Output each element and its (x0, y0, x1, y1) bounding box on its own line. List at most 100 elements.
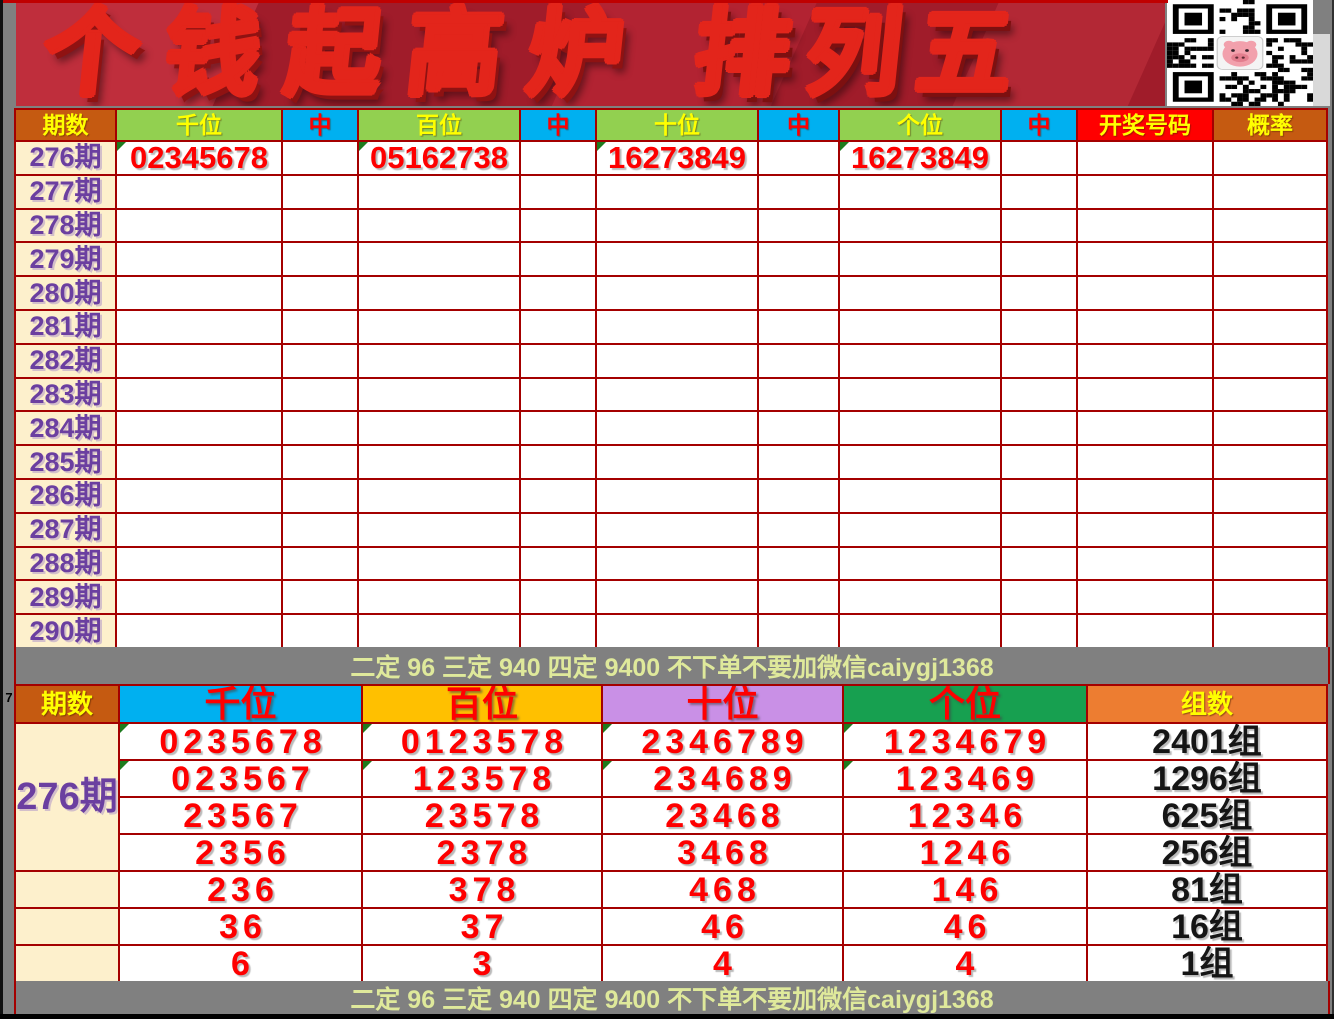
t1-thousands-cell[interactable] (115, 511, 283, 548)
t1-hit-hundreds-cell[interactable] (519, 308, 597, 345)
t1-hundreds-cell[interactable] (357, 376, 521, 413)
t1-draw-number-cell[interactable] (1076, 613, 1214, 649)
t1-hit-hundreds-cell[interactable] (519, 579, 597, 616)
t1-units-cell[interactable] (838, 173, 1002, 210)
t1-header-tens[interactable]: 十位 (595, 108, 759, 142)
t1-header-thousands[interactable]: 千位 (115, 108, 283, 142)
t1-hit-thousands-cell[interactable] (281, 275, 359, 311)
t1-probability-cell[interactable] (1212, 173, 1328, 210)
t1-thousands-cell[interactable] (115, 410, 283, 447)
t1-hit-thousands-cell[interactable] (281, 579, 359, 616)
t1-hit-tens-cell[interactable] (757, 308, 840, 345)
t1-period-cell[interactable]: 290期 (14, 613, 117, 649)
t1-draw-number-cell[interactable] (1076, 275, 1214, 311)
t2-period-cell[interactable] (14, 907, 120, 946)
t1-tens-cell[interactable] (595, 173, 759, 210)
t1-draw-number-cell[interactable] (1076, 511, 1214, 548)
t1-tens-cell[interactable] (595, 511, 759, 548)
t1-hit-tens-cell[interactable] (757, 207, 840, 244)
t1-tens-cell[interactable] (595, 477, 759, 514)
t2-hundreds-cell[interactable]: 123578 (361, 759, 603, 798)
t1-thousands-cell[interactable] (115, 444, 283, 480)
t1-tens-cell[interactable] (595, 410, 759, 447)
t1-hit-hundreds-cell[interactable] (519, 376, 597, 413)
t1-header-period[interactable]: 期数 (14, 108, 117, 142)
t1-draw-number-cell[interactable] (1076, 342, 1214, 379)
t1-hit-thousands-cell[interactable] (281, 410, 359, 447)
t2-units-cell[interactable]: 1234679 (842, 722, 1088, 761)
t1-probability-cell[interactable] (1212, 545, 1328, 582)
t2-hundreds-cell[interactable]: 37 (361, 907, 603, 946)
t1-hit-thousands-cell[interactable] (281, 173, 359, 210)
t1-units-cell[interactable] (838, 444, 1002, 480)
t1-hit-tens-cell[interactable] (757, 477, 840, 514)
t1-hundreds-cell[interactable] (357, 511, 521, 548)
t1-units-cell[interactable] (838, 477, 1002, 514)
t1-hit-tens-cell[interactable] (757, 613, 840, 649)
t1-hit-thousands-cell[interactable] (281, 342, 359, 379)
t1-hit-units-cell[interactable] (1000, 511, 1078, 548)
t1-hit-units-cell[interactable] (1000, 140, 1078, 176)
t1-hit-tens-cell[interactable] (757, 173, 840, 210)
t1-hit-tens-cell[interactable] (757, 410, 840, 447)
t1-period-cell[interactable]: 286期 (14, 477, 117, 514)
t1-hit-tens-cell[interactable] (757, 140, 840, 176)
t1-hit-units-cell[interactable] (1000, 410, 1078, 447)
t1-hit-tens-cell[interactable] (757, 241, 840, 278)
t1-hit-hundreds-cell[interactable] (519, 545, 597, 582)
t1-thousands-cell[interactable] (115, 579, 283, 616)
t2-tens-cell[interactable]: 4 (601, 944, 844, 983)
t2-tens-cell[interactable]: 234689 (601, 759, 844, 798)
t1-hit-units-cell[interactable] (1000, 376, 1078, 413)
t1-hit-thousands-cell[interactable] (281, 545, 359, 582)
t1-units-cell[interactable] (838, 511, 1002, 548)
t1-hit-units-cell[interactable] (1000, 444, 1078, 480)
t1-draw-number-cell[interactable] (1076, 444, 1214, 480)
t1-draw-number-cell[interactable] (1076, 173, 1214, 210)
t1-units-cell[interactable] (838, 579, 1002, 616)
t1-tens-cell[interactable] (595, 308, 759, 345)
t1-units-cell[interactable] (838, 207, 1002, 244)
t1-hundreds-cell[interactable] (357, 308, 521, 345)
t1-header-probability[interactable]: 概率 (1212, 108, 1328, 142)
t1-period-cell[interactable]: 278期 (14, 207, 117, 244)
t1-hundreds-cell[interactable] (357, 342, 521, 379)
t1-probability-cell[interactable] (1212, 342, 1328, 379)
t2-tens-cell[interactable]: 3468 (601, 833, 844, 872)
t2-units-cell[interactable]: 46 (842, 907, 1088, 946)
t2-hundreds-cell[interactable]: 3 (361, 944, 603, 983)
t1-period-cell[interactable]: 276期 (14, 140, 117, 176)
t1-hit-units-cell[interactable] (1000, 173, 1078, 210)
t1-hundreds-cell[interactable] (357, 410, 521, 447)
t1-header-hit-tens[interactable]: 中 (757, 108, 840, 142)
t1-hundreds-cell[interactable] (357, 579, 521, 616)
t2-units-cell[interactable]: 4 (842, 944, 1088, 983)
t1-hit-units-cell[interactable] (1000, 613, 1078, 649)
t1-draw-number-cell[interactable] (1076, 308, 1214, 345)
t1-period-cell[interactable]: 281期 (14, 308, 117, 345)
t2-thousands-cell[interactable]: 36 (118, 907, 363, 946)
t1-hit-units-cell[interactable] (1000, 545, 1078, 582)
t2-header-group-count[interactable]: 组数 (1086, 684, 1328, 724)
t2-group-count-cell[interactable]: 256组 (1086, 833, 1328, 872)
t2-header-thousands[interactable]: 千位 (118, 684, 363, 724)
t1-hit-units-cell[interactable] (1000, 207, 1078, 244)
t1-period-cell[interactable]: 280期 (14, 275, 117, 311)
t1-hit-hundreds-cell[interactable] (519, 444, 597, 480)
t1-units-cell[interactable] (838, 308, 1002, 345)
t1-probability-cell[interactable] (1212, 376, 1328, 413)
t1-hit-thousands-cell[interactable] (281, 308, 359, 345)
t1-draw-number-cell[interactable] (1076, 376, 1214, 413)
t1-header-hit-thousands[interactable]: 中 (281, 108, 359, 142)
t1-hundreds-cell[interactable]: 05162738 (357, 140, 521, 176)
t1-header-units[interactable]: 个位 (838, 108, 1002, 142)
t2-hundreds-cell[interactable]: 23578 (361, 796, 603, 835)
t1-period-cell[interactable]: 284期 (14, 410, 117, 447)
t2-group-count-cell[interactable]: 81组 (1086, 870, 1328, 909)
t2-units-cell[interactable]: 12346 (842, 796, 1088, 835)
t2-units-cell[interactable]: 123469 (842, 759, 1088, 798)
t1-tens-cell[interactable] (595, 613, 759, 649)
t1-thousands-cell[interactable] (115, 376, 283, 413)
t1-tens-cell[interactable] (595, 376, 759, 413)
t1-header-hit-units[interactable]: 中 (1000, 108, 1078, 142)
